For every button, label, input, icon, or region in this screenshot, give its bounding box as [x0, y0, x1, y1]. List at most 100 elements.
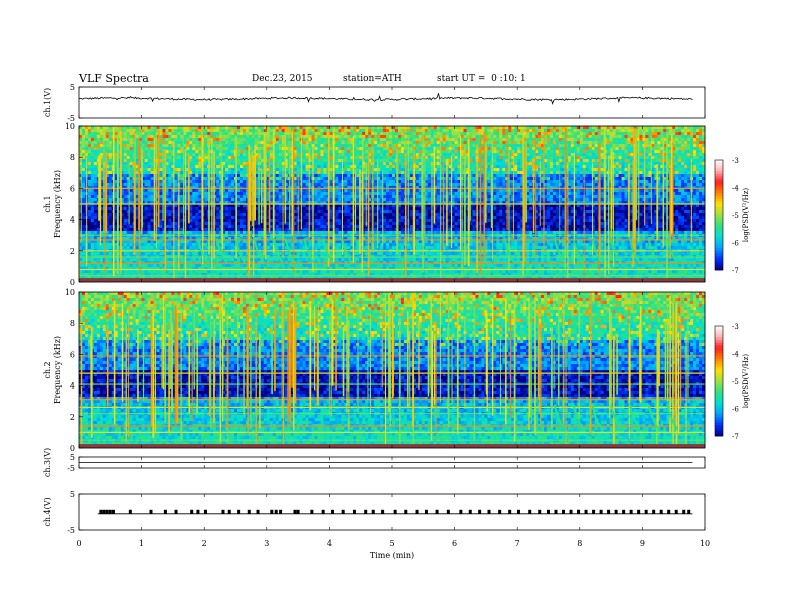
panel-frame [78, 86, 706, 119]
colorbar-tick-label: -7 [732, 267, 739, 275]
x-tick-label: 1 [139, 539, 144, 548]
y-tick-label: 5 [70, 83, 75, 92]
pulse-mark [659, 509, 663, 514]
colorbar-cell [715, 195, 723, 199]
y-tick-label: 0 [70, 444, 75, 453]
y-axis-label: ch.4(V) [43, 497, 52, 526]
pulse-mark [331, 509, 335, 514]
colorbar-cell [715, 267, 723, 271]
pulse-mark [547, 509, 550, 514]
colorbar-cell [715, 187, 723, 191]
colorbar-cell [715, 389, 723, 393]
y-tick-label: 5 [70, 490, 75, 499]
colorbar-cell [715, 400, 723, 404]
pulse-mark [446, 509, 450, 514]
colorbar-cell [715, 190, 723, 194]
colorbar-cell [715, 253, 723, 257]
pulse-mark [404, 509, 408, 514]
whistler [553, 238, 566, 264]
whistler [253, 238, 266, 264]
colorbar-tick-label: -4 [732, 185, 739, 193]
pulse-mark [637, 509, 641, 514]
y-tick-label: -5 [67, 464, 75, 473]
colorbar-cell [715, 414, 723, 418]
colorbar-cell [715, 204, 723, 208]
colorbar-cell [715, 160, 723, 164]
pulse-mark [237, 509, 241, 514]
colorbar-cell [715, 381, 723, 385]
colorbar-cell [715, 193, 723, 197]
colorbar-label: log(PSD(V²/Hz) [742, 188, 750, 243]
colorbar-cell [715, 171, 723, 175]
x-tick-label: 7 [515, 539, 520, 548]
colorbar-cell [715, 261, 723, 265]
colorbar-frame [714, 159, 724, 271]
colorbar-cell [715, 176, 723, 180]
pulse-mark [371, 509, 375, 514]
pulse-mark [393, 509, 397, 514]
colorbar-cell [715, 350, 723, 354]
whistler [647, 238, 660, 264]
colorbar-tick-label: -5 [732, 212, 739, 220]
pulse-mark [102, 509, 106, 514]
y-tick-label: -5 [67, 526, 75, 535]
colorbar-cell [715, 220, 723, 224]
colorbar-tick-label: -6 [732, 240, 739, 248]
pulse-mark [468, 509, 472, 514]
colorbar-cell [715, 342, 723, 346]
pulse-mark [196, 509, 200, 514]
colorbar-cell [715, 405, 723, 409]
colorbar-cell [715, 359, 723, 363]
colorbar-tick-label: -3 [732, 157, 739, 165]
colorbar-cell [715, 419, 723, 423]
colorbar-cell [715, 378, 723, 382]
colorbar-cell [715, 179, 723, 183]
colorbar-tick-label: -6 [732, 406, 739, 414]
whistler [610, 404, 622, 430]
x-axis-label: Time (min) [370, 551, 414, 560]
pulse-mark [99, 509, 103, 514]
whistler [196, 238, 209, 264]
colorbar-cell [715, 223, 723, 227]
pulse-mark [435, 509, 439, 514]
waveform-line [78, 93, 693, 105]
y-tick-label: 10 [65, 288, 75, 297]
y-tick-label: 0 [70, 278, 75, 287]
colorbar-cell [715, 356, 723, 360]
colorbar-cell [715, 397, 723, 401]
pulse-mark [415, 509, 419, 514]
pulse-mark [528, 509, 532, 514]
pulse-mark [149, 509, 153, 514]
colorbar-cell [715, 392, 723, 396]
pulse-mark [227, 509, 231, 514]
pulse-mark [629, 509, 633, 514]
colorbar-cell [715, 433, 723, 437]
colorbar-frame [714, 325, 724, 437]
colorbar-cell [715, 383, 723, 387]
pulse-mark [274, 509, 278, 514]
x-tick-label: 0 [76, 539, 81, 548]
colorbar-cell [715, 408, 723, 412]
colorbar-cell [715, 173, 723, 177]
pulse-mark [321, 509, 325, 514]
y-axis-label: ch.1(V) [43, 88, 52, 117]
colorbar: -3 -4 -5 -6 -7 log(PSD(V²/Hz) [714, 323, 750, 441]
panel-ch-4-v-: 5 -5 ch.4(V) [43, 490, 706, 535]
pulse-mark [270, 509, 274, 514]
whistler [628, 238, 641, 264]
pulse-mark [459, 509, 463, 514]
pulse-mark [424, 509, 428, 514]
colorbars-group: -3 -4 -5 -6 -7 log(PSD(V²/Hz) -3 -4 -5 -6 -7 log(PS… [714, 157, 750, 441]
panel-ch-3-v-: 5 -5 ch.3(V) [43, 448, 706, 477]
whistler [647, 404, 660, 430]
pulse-mark [105, 509, 109, 514]
colorbar: -3 -4 -5 -6 -7 log(PSD(V²/Hz) [714, 157, 750, 275]
y-tick-label: 4 [70, 382, 75, 391]
date-label: Dec.23, 2015 [252, 74, 313, 84]
y-tick-label: 8 [70, 153, 75, 162]
y-axis-label-2: Frequency (kHz) [53, 336, 62, 404]
colorbar-cell [715, 215, 723, 219]
whistler [628, 404, 641, 430]
colorbar-cell [715, 212, 723, 216]
